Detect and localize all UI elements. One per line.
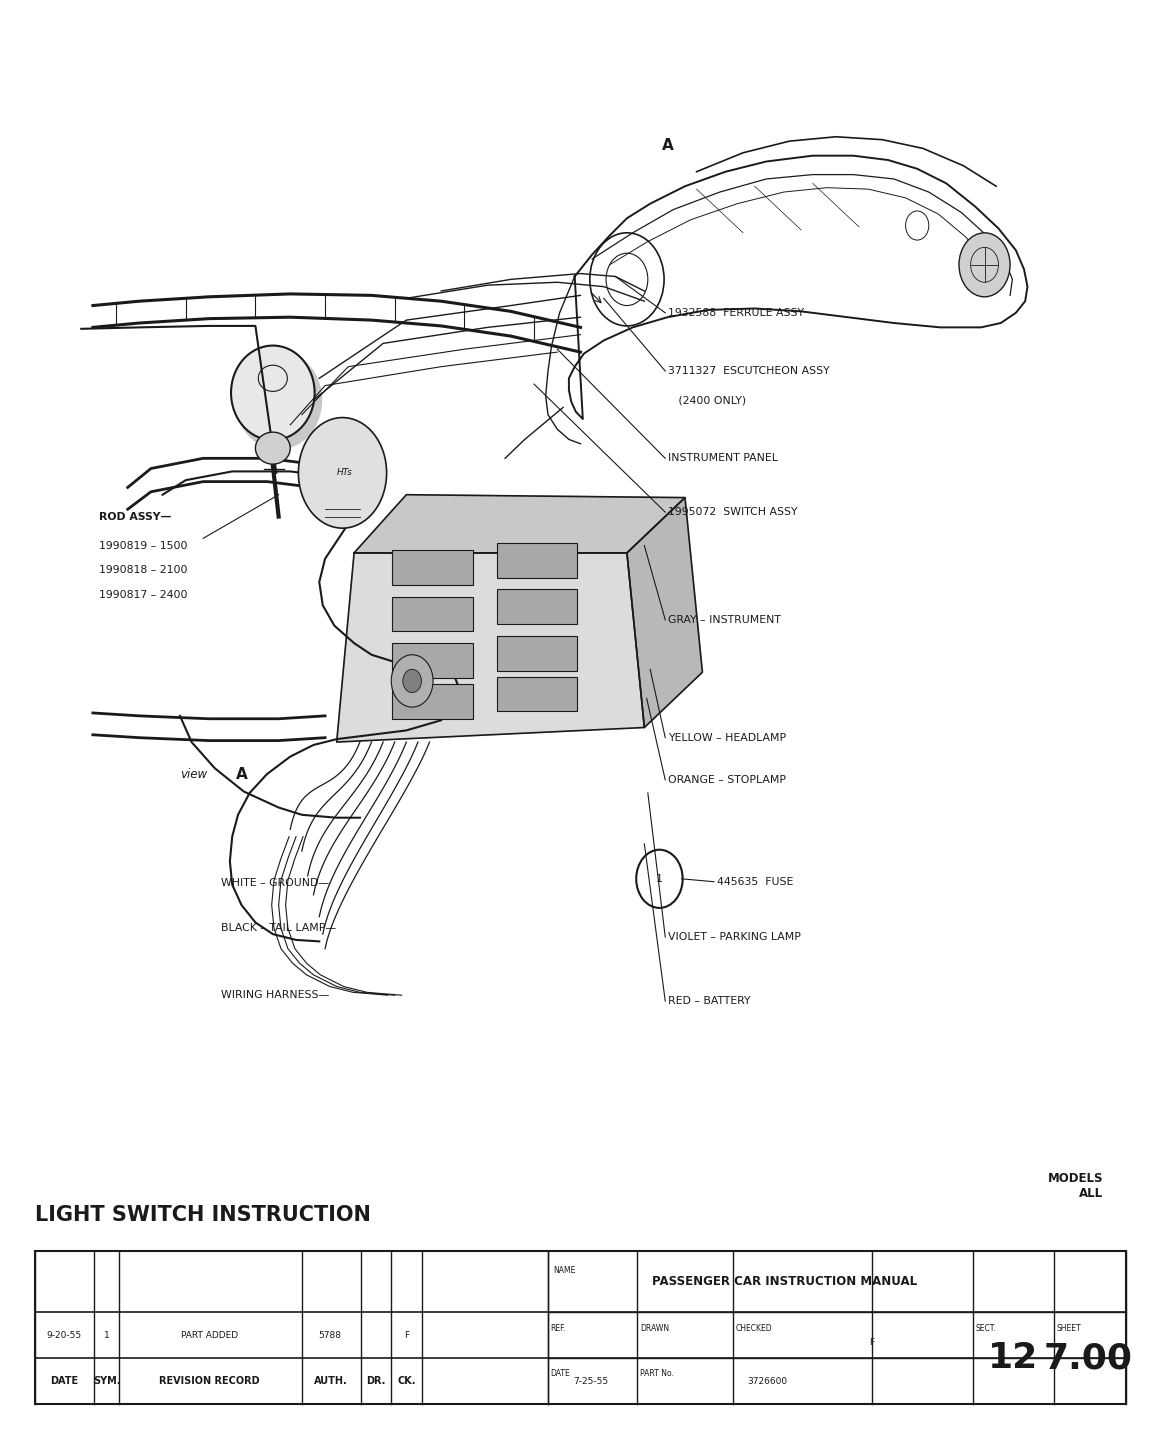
FancyBboxPatch shape: [497, 589, 577, 624]
Text: PART No.: PART No.: [641, 1369, 675, 1378]
Text: RED – BATTERY: RED – BATTERY: [668, 997, 750, 1005]
Text: 445635  FUSE: 445635 FUSE: [717, 877, 794, 886]
Text: AUTH.: AUTH.: [315, 1376, 348, 1387]
Text: view: view: [180, 768, 207, 780]
FancyBboxPatch shape: [497, 543, 577, 578]
Circle shape: [298, 418, 387, 528]
Circle shape: [403, 669, 421, 693]
Polygon shape: [354, 495, 685, 553]
Text: A: A: [662, 138, 673, 153]
FancyBboxPatch shape: [392, 597, 473, 631]
Text: WHITE – GROUND—: WHITE – GROUND—: [221, 879, 329, 888]
Text: VIOLET – PARKING LAMP: VIOLET – PARKING LAMP: [668, 933, 800, 941]
Text: MODELS
ALL: MODELS ALL: [1047, 1173, 1103, 1200]
Polygon shape: [337, 553, 644, 742]
Text: SECT.: SECT.: [975, 1324, 996, 1333]
Text: YELLOW – HEADLAMP: YELLOW – HEADLAMP: [668, 733, 786, 742]
Text: WIRING HARNESS—: WIRING HARNESS—: [221, 991, 329, 1000]
Text: DATE: DATE: [50, 1376, 79, 1387]
Text: LIGHT SWITCH INSTRUCTION: LIGHT SWITCH INSTRUCTION: [35, 1205, 370, 1225]
Text: PASSENGER CAR INSTRUCTION MANUAL: PASSENGER CAR INSTRUCTION MANUAL: [651, 1276, 917, 1288]
FancyBboxPatch shape: [392, 550, 473, 585]
Text: INSTRUMENT PANEL: INSTRUMENT PANEL: [668, 454, 778, 463]
Text: 1990818 – 2100: 1990818 – 2100: [99, 566, 187, 575]
Text: NAME: NAME: [554, 1266, 576, 1275]
Text: 1: 1: [656, 874, 663, 883]
Text: 1932588  FERRULE ASSY: 1932588 FERRULE ASSY: [668, 308, 803, 317]
Text: F: F: [870, 1339, 874, 1347]
Text: DRAWN: DRAWN: [641, 1324, 670, 1333]
Text: 12: 12: [988, 1342, 1038, 1375]
Bar: [35, 1251, 1126, 1404]
Text: F: F: [404, 1331, 410, 1340]
Text: 9-20-55: 9-20-55: [46, 1331, 82, 1340]
Text: ROD ASSY—: ROD ASSY—: [99, 512, 171, 521]
Text: GRAY – INSTRUMENT: GRAY – INSTRUMENT: [668, 615, 780, 624]
FancyBboxPatch shape: [392, 643, 473, 678]
Circle shape: [959, 233, 1010, 297]
Text: 1990819 – 1500: 1990819 – 1500: [99, 541, 187, 550]
Polygon shape: [627, 498, 702, 728]
Text: SHEET: SHEET: [1057, 1324, 1081, 1333]
Bar: [35, 1251, 1126, 1404]
Text: REF.: REF.: [550, 1324, 567, 1333]
Text: 1: 1: [103, 1331, 109, 1340]
Text: (2400 ONLY): (2400 ONLY): [668, 396, 745, 404]
Text: A: A: [236, 767, 247, 781]
FancyBboxPatch shape: [497, 636, 577, 671]
Text: 5788: 5788: [318, 1331, 341, 1340]
Ellipse shape: [231, 346, 315, 441]
Ellipse shape: [255, 432, 290, 464]
Text: DATE: DATE: [550, 1369, 570, 1378]
Text: 3711327  ESCUTCHEON ASSY: 3711327 ESCUTCHEON ASSY: [668, 367, 829, 375]
Text: 1990817 – 2400: 1990817 – 2400: [99, 591, 187, 599]
Text: CHECKED: CHECKED: [736, 1324, 772, 1333]
Ellipse shape: [235, 351, 322, 450]
Text: 3726600: 3726600: [748, 1376, 787, 1385]
FancyBboxPatch shape: [497, 677, 577, 711]
Text: DR.: DR.: [366, 1376, 385, 1387]
Text: CK.: CK.: [397, 1376, 416, 1387]
Circle shape: [391, 655, 433, 707]
Text: 7.00: 7.00: [1044, 1342, 1133, 1375]
Text: HTs: HTs: [337, 469, 353, 477]
Text: ORANGE – STOPLAMP: ORANGE – STOPLAMP: [668, 776, 786, 784]
Text: 1995072  SWITCH ASSY: 1995072 SWITCH ASSY: [668, 508, 798, 517]
Text: SYM.: SYM.: [93, 1376, 121, 1387]
Text: REVISION RECORD: REVISION RECORD: [159, 1376, 260, 1387]
Text: BLACK – TAIL LAMP—: BLACK – TAIL LAMP—: [221, 924, 336, 933]
FancyBboxPatch shape: [392, 684, 473, 719]
Text: 7-25-55: 7-25-55: [574, 1376, 608, 1385]
Text: PART ADDED: PART ADDED: [181, 1331, 238, 1340]
